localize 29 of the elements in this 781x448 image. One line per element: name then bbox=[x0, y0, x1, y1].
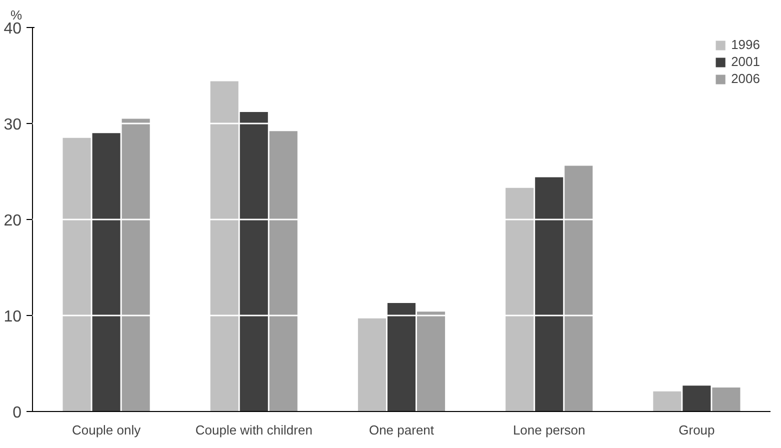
bar bbox=[62, 138, 91, 412]
y-tick-label: 30 bbox=[4, 116, 22, 134]
x-tick-label: Group bbox=[678, 422, 715, 438]
bar bbox=[92, 133, 120, 412]
y-tick-label: 20 bbox=[4, 212, 22, 230]
legend-label: 1996 bbox=[731, 37, 760, 52]
bar bbox=[269, 131, 298, 412]
bar bbox=[210, 81, 238, 412]
bar bbox=[417, 312, 446, 412]
y-axis-title: % bbox=[10, 8, 22, 22]
legend-label: 2006 bbox=[731, 71, 760, 86]
bar bbox=[506, 188, 534, 412]
bar bbox=[712, 388, 740, 412]
bar bbox=[240, 112, 268, 412]
y-tick-label: 0 bbox=[12, 404, 22, 422]
bar bbox=[564, 166, 593, 412]
bar bbox=[358, 318, 386, 412]
bar bbox=[535, 177, 564, 412]
x-tick-label: Lone person bbox=[512, 422, 586, 438]
y-tick-label: 40 bbox=[4, 20, 22, 38]
bar bbox=[122, 118, 150, 412]
x-tick-label: One parent bbox=[368, 422, 434, 438]
x-tick-label: Couple with children bbox=[195, 422, 312, 438]
y-tick-label: 10 bbox=[4, 308, 22, 326]
x-tick-label: Couple only bbox=[72, 422, 142, 438]
bar bbox=[653, 391, 682, 412]
legend-label: 2001 bbox=[731, 54, 760, 69]
bar bbox=[387, 303, 416, 412]
bar bbox=[682, 386, 711, 412]
